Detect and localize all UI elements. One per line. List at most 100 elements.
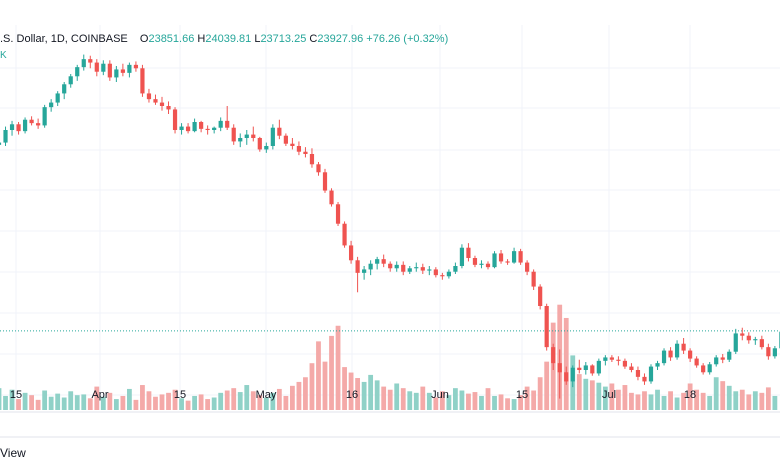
- candle-body: [238, 138, 243, 142]
- candle-body: [264, 146, 269, 150]
- volume-bar: [296, 381, 302, 410]
- candle-body: [179, 126, 184, 130]
- volume-bar: [648, 394, 654, 410]
- candle-body: [596, 360, 601, 374]
- candle-body: [453, 266, 458, 272]
- candle-body: [68, 76, 73, 85]
- candle-body: [257, 138, 262, 150]
- high-label: H: [197, 33, 206, 45]
- volume-bar: [303, 377, 308, 410]
- candle-body: [88, 59, 93, 63]
- volume-bar: [466, 393, 471, 410]
- candle-body: [225, 120, 230, 128]
- volume-bar: [113, 399, 119, 410]
- volume-bar: [29, 395, 34, 410]
- volume-bar: [589, 380, 595, 410]
- volume-bar: [485, 388, 491, 410]
- candle-body: [766, 347, 771, 357]
- volume-bar: [374, 380, 380, 410]
- candle-body: [185, 126, 191, 132]
- volume-bar: [74, 395, 80, 410]
- candle-body: [218, 120, 223, 128]
- candle-body: [401, 264, 406, 272]
- volume-bar: [400, 388, 406, 410]
- candle-body: [420, 267, 425, 271]
- x-tick-label: Jul: [602, 389, 616, 401]
- x-tick-label: Apr: [91, 389, 108, 401]
- candle-body: [231, 127, 236, 142]
- volume-bar: [759, 392, 765, 410]
- candle-body: [746, 335, 751, 341]
- volume-bar: [472, 392, 478, 410]
- candle-body: [564, 372, 569, 382]
- candle-body: [49, 102, 54, 108]
- candle-body: [446, 271, 451, 277]
- volume-bar: [700, 392, 706, 410]
- volume-bar: [237, 392, 243, 410]
- volume-bar: [0, 388, 2, 410]
- volume-bar: [537, 377, 543, 410]
- volume-bar: [420, 386, 426, 410]
- volume-bar: [642, 391, 647, 410]
- volume-bar: [596, 382, 602, 410]
- candle-body: [36, 123, 41, 126]
- volume-bar: [224, 390, 230, 410]
- candle-body: [140, 68, 145, 94]
- volume-bar: [309, 363, 315, 410]
- footer-view-text[interactable]: View: [0, 446, 26, 460]
- candle-body: [172, 109, 178, 130]
- volume-bar: [394, 383, 400, 410]
- candle-body: [127, 64, 132, 73]
- close-value: 23927.96: [317, 33, 364, 45]
- candle-body: [466, 247, 471, 258]
- candle-body: [407, 268, 412, 272]
- candle-body: [622, 360, 628, 367]
- candle-body: [414, 267, 419, 269]
- candle-body: [42, 107, 47, 126]
- candle-body: [120, 69, 125, 73]
- candle-body: [472, 258, 478, 265]
- candle-body: [251, 134, 256, 138]
- volume-bar: [616, 389, 621, 410]
- candle-body: [290, 143, 295, 146]
- candle-body: [759, 339, 764, 348]
- volume-bar: [498, 394, 504, 410]
- volume-bar: [140, 385, 145, 410]
- candle-body: [9, 124, 15, 130]
- candle-body: [433, 269, 438, 276]
- candle-body: [440, 275, 445, 277]
- volume-bar: [622, 385, 628, 410]
- volume-bar: [35, 399, 41, 410]
- candle-body: [335, 204, 341, 224]
- close-label: C: [309, 33, 318, 45]
- volume-bar: [629, 392, 634, 410]
- volume-bar: [772, 395, 778, 410]
- volume-bar: [133, 399, 139, 410]
- candle-body: [81, 59, 86, 68]
- volume-bar: [231, 388, 237, 410]
- candle-body: [531, 271, 536, 287]
- candle-body: [55, 93, 60, 103]
- volume-bar: [179, 398, 184, 410]
- candle-body: [342, 223, 347, 246]
- volume-bar: [290, 385, 295, 410]
- volume-bar: [322, 361, 328, 410]
- candle-body: [381, 259, 386, 264]
- volume-bar: [159, 394, 165, 410]
- candle-body: [590, 365, 595, 374]
- candle-body: [609, 357, 614, 360]
- candle-body: [146, 93, 152, 100]
- candle-body: [511, 251, 517, 263]
- volume-bar: [120, 395, 126, 410]
- ohlc-legend: .S. Dollar, 1D, COINBASE O23851.66 H2403…: [0, 33, 448, 47]
- volume-bar: [185, 400, 191, 410]
- candle-body: [270, 127, 275, 146]
- change-value: +76.26 (+0.32%): [366, 33, 449, 45]
- candle-body: [616, 359, 621, 361]
- volume-bar: [407, 391, 413, 410]
- volume-bar: [439, 391, 445, 410]
- candle-body: [505, 261, 510, 263]
- candle-body: [303, 151, 308, 154]
